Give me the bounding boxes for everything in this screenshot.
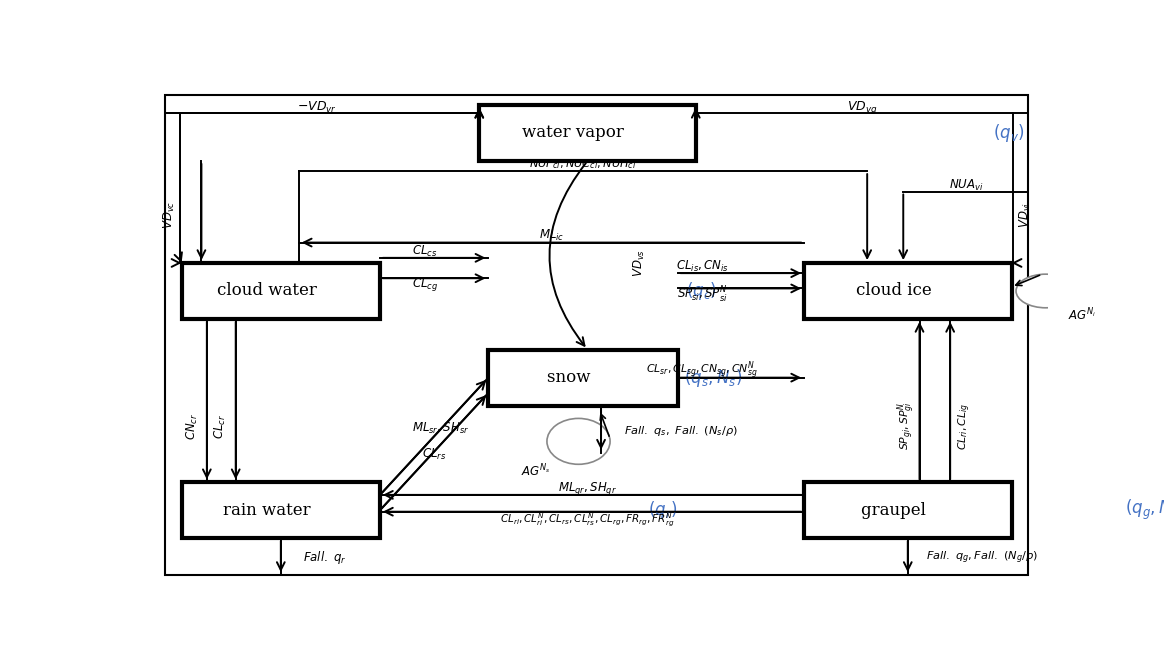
Text: $AG^{N_i}$: $AG^{N_i}$ [1067, 307, 1096, 324]
Text: $CL_{rs}$: $CL_{rs}$ [423, 447, 446, 461]
Text: $(q_c)$: $(q_c)$ [687, 280, 717, 302]
FancyBboxPatch shape [182, 263, 379, 319]
Text: $CL_{ri}, CL^{N}_{ri}, CL_{rs}, CL^{N}_{rs}, CL_{rg}, FR_{rg}, FR^{N}_{rg}$: $CL_{ri}, CL^{N}_{ri}, CL_{rs}, CL^{N}_{… [501, 511, 675, 528]
Text: $VD_{vg}$: $VD_{vg}$ [847, 99, 878, 116]
Text: cloud ice: cloud ice [856, 283, 942, 299]
Circle shape [1016, 274, 1076, 308]
Text: $CL_{cs}$: $CL_{cs}$ [412, 244, 438, 259]
Text: $(q_r)$: $(q_r)$ [648, 499, 677, 521]
FancyBboxPatch shape [480, 105, 696, 161]
Text: $ML_{gr}, SH_{gr}$: $ML_{gr}, SH_{gr}$ [558, 480, 617, 496]
Text: $-VD_{vr}$: $-VD_{vr}$ [297, 100, 336, 115]
Text: $(q_s, N_s)$: $(q_s, N_s)$ [683, 367, 741, 389]
Text: $AG^{N_s}$: $AG^{N_s}$ [521, 463, 551, 479]
Text: graupel: graupel [861, 502, 937, 518]
FancyBboxPatch shape [804, 482, 1012, 538]
Text: water vapor: water vapor [523, 124, 634, 142]
Text: $Fall.\ q_r$: $Fall.\ q_r$ [304, 549, 347, 566]
Text: $SP_{gi}, SP^{N}_{gi}$: $SP_{gi}, SP^{N}_{gi}$ [896, 402, 918, 450]
FancyBboxPatch shape [489, 350, 677, 406]
Text: $CL_{sr}, CL_{sg}, CN_{sg}, CN^{N}_{sg}$: $CL_{sr}, CL_{sg}, CN_{sg}, CN^{N}_{sg}$ [646, 360, 758, 382]
Text: cloud water: cloud water [217, 283, 327, 299]
Text: $VD_{vs}$: $VD_{vs}$ [632, 249, 647, 277]
Text: $(q_g, N_g)$: $(q_g, N_g)$ [1124, 498, 1164, 522]
Text: $CN_{cr}$: $CN_{cr}$ [185, 412, 200, 440]
Text: $CL_{cr}$: $CL_{cr}$ [213, 414, 228, 439]
Text: $ML_{sr}, SH_{sr}$: $ML_{sr}, SH_{sr}$ [412, 421, 469, 436]
FancyBboxPatch shape [804, 263, 1012, 319]
Text: $SP_{si}, SP^{N}_{si}$: $SP_{si}, SP^{N}_{si}$ [676, 285, 728, 305]
Text: $Fall.\ q_g, Fall.\ (N_g / \rho)$: $Fall.\ q_g, Fall.\ (N_g / \rho)$ [925, 549, 1038, 566]
Text: $CL_{is}, CN_{is}$: $CL_{is}, CN_{is}$ [675, 258, 729, 273]
Text: $ML_{ic}$: $ML_{ic}$ [539, 228, 565, 244]
Text: snow: snow [547, 369, 601, 386]
FancyBboxPatch shape [182, 482, 379, 538]
Text: rain water: rain water [222, 502, 321, 518]
Text: $CL_{ri}, CL_{ig}$: $CL_{ri}, CL_{ig}$ [957, 402, 973, 449]
Text: $VD_{vc}$: $VD_{vc}$ [162, 201, 177, 228]
Text: $VD_{vi}$: $VD_{vi}$ [1017, 201, 1032, 228]
Text: $NUA_{vi}$: $NUA_{vi}$ [949, 177, 984, 193]
Text: $NUF_{ci}, NUC_{ci}, NUH_{ci}$: $NUF_{ci}, NUC_{ci}, NUH_{ci}$ [530, 158, 637, 171]
Text: $CL_{cg}$: $CL_{cg}$ [412, 276, 439, 293]
Text: $Fall.\ q_s,\ Fall.\ (N_s / \rho)$: $Fall.\ q_s,\ Fall.\ (N_s / \rho)$ [624, 424, 738, 438]
Text: $(q_v)$: $(q_v)$ [993, 122, 1024, 144]
